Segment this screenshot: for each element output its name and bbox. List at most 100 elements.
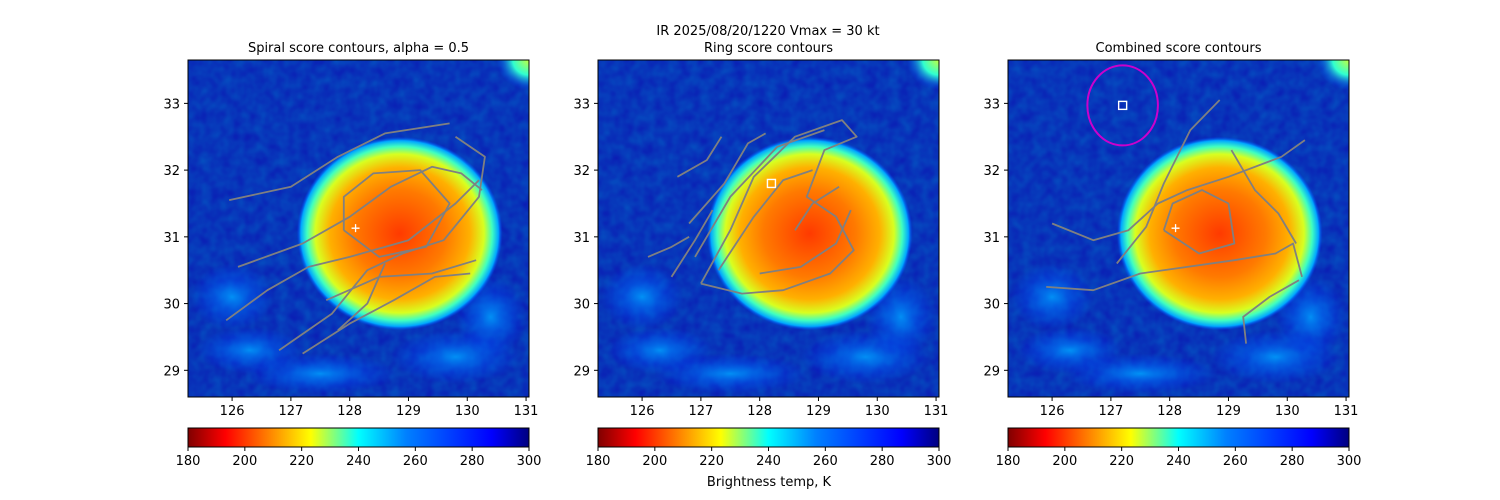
ir-image	[1008, 60, 1349, 397]
colorbar-tick-label: 220	[289, 454, 314, 469]
center-plus-marker	[351, 224, 360, 233]
x-tick-label: 131	[514, 404, 539, 419]
colorbar-tick-label: 260	[1223, 454, 1248, 469]
contour-group	[225, 122, 486, 355]
colorbar-tick-label: 240	[346, 454, 371, 469]
colorbar	[187, 427, 530, 448]
x-tick-label: 126	[220, 404, 245, 419]
contour-line	[670, 209, 714, 278]
contour-line	[1230, 149, 1297, 244]
colorbar-tick-label: 240	[1166, 454, 1191, 469]
cloud-band	[1010, 263, 1094, 331]
y-tick-label: 32	[163, 164, 180, 179]
colorbar-tick-label: 220	[699, 454, 724, 469]
colorbar-tick-label: 280	[870, 454, 895, 469]
colorbar-tick-label: 280	[1280, 454, 1305, 469]
colorbar-tick-label: 180	[176, 454, 201, 469]
y-tick-label: 31	[983, 231, 1000, 246]
x-tick-label: 127	[278, 404, 303, 419]
panel-title: Ring score contours	[704, 41, 833, 56]
center-plus-marker	[1171, 224, 1180, 233]
warm-corner	[906, 60, 939, 91]
contour-line	[325, 259, 477, 302]
y-tick-label: 32	[573, 164, 590, 179]
x-tick-label: 126	[630, 404, 655, 419]
axes-frame	[187, 59, 530, 398]
colorbar-tick-label: 180	[586, 454, 611, 469]
colorbar-tick-label: 220	[1109, 454, 1134, 469]
contour-line	[717, 169, 813, 271]
contour-line	[688, 132, 767, 225]
colorbar-tick-label: 300	[517, 454, 542, 469]
contour-line	[225, 179, 480, 322]
contour-line	[694, 129, 825, 258]
warm-corner	[1316, 60, 1349, 91]
colorbar-tick-label: 300	[927, 454, 952, 469]
y-tick-label: 30	[983, 298, 1000, 313]
y-tick-label: 33	[983, 97, 1000, 112]
contour-line	[794, 186, 840, 231]
colorbar-tick-label: 260	[403, 454, 428, 469]
contour-line	[237, 165, 483, 268]
y-tick-label: 30	[163, 298, 180, 313]
cloud-band	[190, 263, 274, 331]
panel-3: Combined score contours 126 127 128 129 130 13…	[983, 41, 1362, 469]
contour-group	[1046, 99, 1306, 344]
x-tick-label: 129	[1216, 404, 1241, 419]
x-tick-label: 129	[396, 404, 421, 419]
cloud-band	[1063, 353, 1217, 394]
colorbar	[1007, 427, 1350, 448]
contour-line	[229, 122, 450, 201]
contour-line	[676, 136, 723, 178]
panel-2: Ring score contours 126 127 128 129 130 131 29 3…	[573, 41, 952, 469]
panel-title: Spiral score contours, alpha = 0.5	[248, 41, 469, 56]
colorbar-tick-label: 300	[1337, 454, 1362, 469]
axes-frame	[597, 59, 940, 398]
storm-core	[706, 136, 913, 331]
cloud-band	[243, 353, 397, 394]
center-square-marker	[1117, 100, 1128, 111]
contour-line	[1046, 242, 1303, 292]
x-tick-label: 128	[337, 404, 362, 419]
x-tick-label: 127	[1098, 404, 1123, 419]
contour-line	[1162, 189, 1236, 255]
y-tick-label: 33	[163, 97, 180, 112]
cloud-band	[600, 263, 684, 331]
ir-image	[188, 60, 529, 397]
search-circle	[1086, 64, 1159, 147]
y-tick-label: 33	[573, 97, 590, 112]
colorbar-tick-label: 180	[996, 454, 1021, 469]
y-tick-label: 29	[573, 364, 590, 379]
x-tick-label: 130	[455, 404, 480, 419]
y-tick-label: 29	[983, 364, 1000, 379]
contour-line	[1051, 139, 1306, 242]
colorbar-tick-label: 200	[1052, 454, 1077, 469]
y-tick-label: 31	[573, 231, 590, 246]
contour-line	[302, 272, 471, 355]
contour-line	[700, 119, 858, 295]
y-tick-label: 32	[983, 164, 1000, 179]
colorbar-tick-label: 240	[756, 454, 781, 469]
x-tick-label: 128	[1157, 404, 1182, 419]
y-tick-label: 31	[163, 231, 180, 246]
storm-core	[296, 136, 503, 331]
contour-line	[342, 169, 451, 258]
x-tick-label: 126	[1040, 404, 1065, 419]
warm-corner	[496, 60, 529, 91]
contour-line	[337, 263, 386, 331]
contour-group	[647, 119, 858, 295]
storm-core	[1116, 136, 1323, 331]
x-tick-label: 129	[806, 404, 831, 419]
colorbar-tick-label: 280	[460, 454, 485, 469]
y-tick-label: 29	[163, 364, 180, 379]
x-tick-label: 127	[688, 404, 713, 419]
contour-line	[1116, 99, 1221, 265]
x-tick-label: 128	[747, 404, 772, 419]
x-tick-label: 131	[924, 404, 949, 419]
y-tick-label: 30	[573, 298, 590, 313]
x-tick-label: 130	[1275, 404, 1300, 419]
contour-line	[1242, 279, 1300, 344]
colorbar-tick-label: 200	[232, 454, 257, 469]
colorbar-label: Brightness temp, K	[707, 475, 832, 490]
